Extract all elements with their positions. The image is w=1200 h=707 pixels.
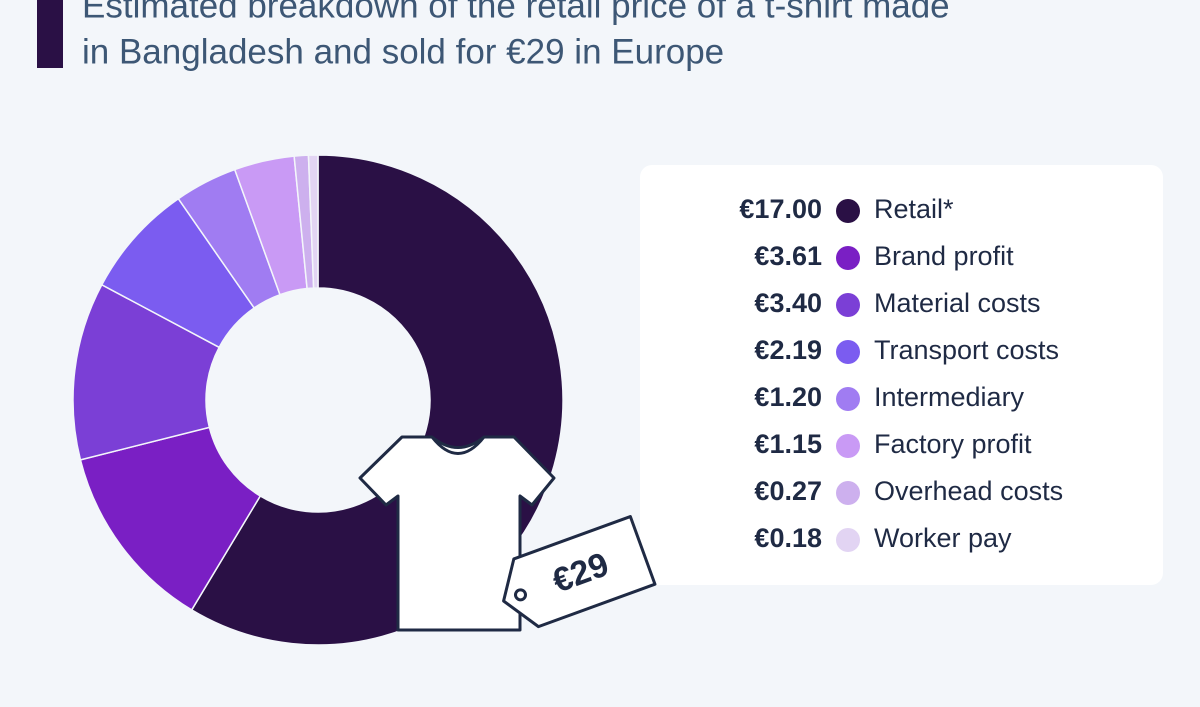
- legend-value: €3.40: [754, 288, 822, 318]
- legend-swatch: [836, 293, 860, 317]
- legend-panel: [640, 165, 1163, 585]
- legend-swatch: [836, 199, 860, 223]
- legend-label: Retail*: [874, 194, 954, 224]
- legend-value: €2.19: [754, 335, 822, 365]
- donut-segment: [307, 154, 319, 289]
- legend-label: Transport costs: [874, 335, 1059, 365]
- legend-label: Overhead costs: [874, 476, 1063, 506]
- title-bar: [37, 0, 63, 68]
- legend-value: €1.15: [754, 429, 822, 459]
- legend-label: Brand profit: [874, 241, 1014, 271]
- legend-value: €0.18: [754, 523, 822, 553]
- legend-label: Factory profit: [874, 429, 1032, 459]
- legend-swatch: [836, 528, 860, 552]
- legend-value: €1.20: [754, 382, 822, 412]
- legend-swatch: [836, 246, 860, 270]
- chart-title-line-2: in Bangladesh and sold for €29 in Europe: [82, 32, 724, 71]
- legend-swatch: [836, 340, 860, 364]
- legend-value: €17.00: [739, 194, 822, 224]
- legend-swatch: [836, 481, 860, 505]
- chart-title-line-1: Estimated breakdown of the retail price …: [82, 0, 950, 25]
- legend-value: €3.61: [754, 241, 822, 271]
- legend-swatch: [836, 434, 860, 458]
- legend-label: Worker pay: [874, 523, 1012, 553]
- price-tag: €29: [502, 515, 657, 629]
- legend-value: €0.27: [754, 476, 822, 506]
- legend-label: Material costs: [874, 288, 1041, 318]
- shirt-icon: [358, 435, 556, 632]
- donut-segment: [79, 426, 262, 611]
- legend-label: Intermediary: [874, 382, 1025, 412]
- legend: €17.00 Retail* €3.61 Brand profit €3.40 Mater…: [739, 194, 1063, 553]
- legend-swatch: [836, 387, 860, 411]
